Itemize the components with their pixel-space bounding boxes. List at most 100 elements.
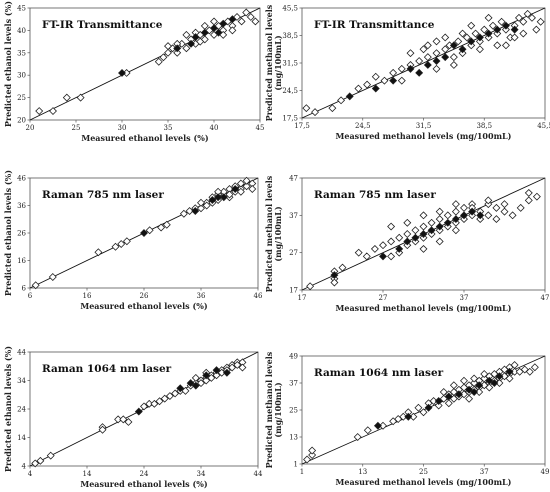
data-point-open — [119, 415, 128, 424]
y-tick-label: 27 — [289, 249, 298, 257]
data-point-filled — [505, 367, 514, 376]
chart-2: 17,5 24,5 31,5 38,5 45,5 17,5 24,5 31,5 38,5 45,5… — [264, 4, 550, 141]
data-point-filled — [468, 207, 477, 216]
data-point-open — [122, 237, 131, 246]
data-point-filled — [231, 185, 240, 193]
data-point-filled — [219, 19, 228, 28]
x-tick-label: 49 — [541, 468, 550, 476]
data-point-open — [530, 363, 539, 372]
data-point-open — [532, 192, 541, 201]
x-axis-label: Measured methanol levels (mg/100mL) — [336, 477, 512, 487]
y-tick-label: 45 — [17, 5, 26, 13]
x-axis-label: Measured ethanol levels (%) — [80, 301, 207, 311]
data-point-open — [217, 368, 226, 377]
data-point-open — [475, 45, 484, 54]
data-point-open — [441, 45, 450, 54]
data-point-open — [338, 263, 347, 272]
data-point-open — [159, 53, 168, 62]
data-point-open — [484, 196, 493, 205]
x-tick-label: 24 — [140, 470, 149, 478]
data-point-filled — [501, 21, 510, 30]
data-point-filled — [210, 24, 218, 33]
data-point-filled — [134, 407, 143, 416]
x-tick-label: 24,5 — [355, 122, 371, 130]
data-point-open — [524, 196, 533, 205]
data-point-open — [228, 363, 237, 372]
data-point-filled — [415, 68, 424, 77]
data-point-open — [207, 373, 216, 382]
data-point-open — [210, 17, 218, 26]
data-point-open — [182, 44, 191, 53]
data-point-filled — [419, 230, 428, 238]
x-tick-label: 30 — [118, 124, 127, 132]
data-point-open — [173, 48, 182, 57]
data-point-filled — [434, 397, 443, 405]
data-point-open — [484, 211, 493, 220]
y-tick-label: 1 — [294, 461, 298, 469]
data-point-open — [62, 93, 71, 102]
x-tick-label: 17,5 — [294, 122, 310, 130]
data-point-filled — [214, 28, 223, 37]
x-axis-label: Measured ethanol levels (%) — [81, 133, 208, 143]
data-point-filled — [191, 207, 200, 215]
x-tick-label: 6 — [28, 292, 33, 300]
y-tick-label: 35 — [17, 49, 26, 57]
data-point-open — [236, 187, 245, 196]
data-point-open — [179, 209, 188, 218]
data-point-open — [337, 96, 346, 105]
data-point-open — [467, 21, 476, 30]
data-point-open — [419, 45, 428, 54]
data-point-open — [236, 179, 245, 188]
y-tick-label: 17,5 — [282, 115, 298, 123]
data-point-filled — [219, 193, 228, 202]
data-point-open — [302, 104, 311, 113]
data-point-filled — [222, 368, 231, 377]
data-point-filled — [449, 41, 458, 50]
y-tick-label: 17 — [289, 287, 298, 295]
data-point-open — [449, 60, 458, 69]
data-point-open — [160, 394, 169, 403]
x-tick-label: 26 — [140, 292, 149, 300]
data-point-open — [485, 383, 494, 392]
x-tick-label: 27 — [379, 294, 388, 302]
data-point-open — [460, 376, 468, 385]
data-point-open — [328, 104, 337, 113]
data-point-open — [228, 26, 237, 35]
data-point-open — [500, 207, 509, 216]
x-tick-label: 16 — [83, 292, 92, 300]
data-point-filled — [432, 57, 441, 66]
y-tick-label: 16 — [17, 257, 26, 265]
data-point-open — [308, 451, 317, 459]
x-tick-label: 25 — [72, 124, 81, 132]
data-point-open — [415, 57, 424, 66]
data-point-open — [516, 203, 525, 212]
data-point-filled — [510, 25, 519, 34]
data-point-open — [164, 48, 172, 57]
data-point-filled — [118, 68, 126, 77]
y-tick-label: 24,5 — [282, 87, 298, 95]
data-point-open — [501, 41, 510, 50]
data-point-open — [154, 57, 163, 66]
x-tick-label: 14 — [83, 470, 92, 478]
x-tick-label: 4 — [28, 470, 33, 478]
data-point-open — [212, 371, 221, 380]
data-point-filled — [406, 64, 415, 73]
data-point-open — [519, 29, 528, 38]
data-point-filled — [176, 384, 185, 393]
data-point-filled — [187, 39, 195, 48]
data-point-open — [435, 207, 444, 216]
data-point-open — [449, 53, 458, 62]
data-point-open — [181, 386, 190, 395]
data-point-open — [200, 21, 209, 30]
data-point-filled — [451, 215, 460, 224]
data-point-filled — [484, 29, 493, 38]
data-point-filled — [470, 388, 479, 396]
data-point-open — [197, 204, 205, 213]
data-point-open — [432, 64, 441, 73]
x-tick-label: 45,5 — [537, 122, 550, 130]
data-point-open — [523, 9, 532, 18]
y-tick-label: 36 — [17, 202, 26, 210]
data-point-open — [362, 252, 371, 261]
data-point-open — [111, 242, 120, 251]
